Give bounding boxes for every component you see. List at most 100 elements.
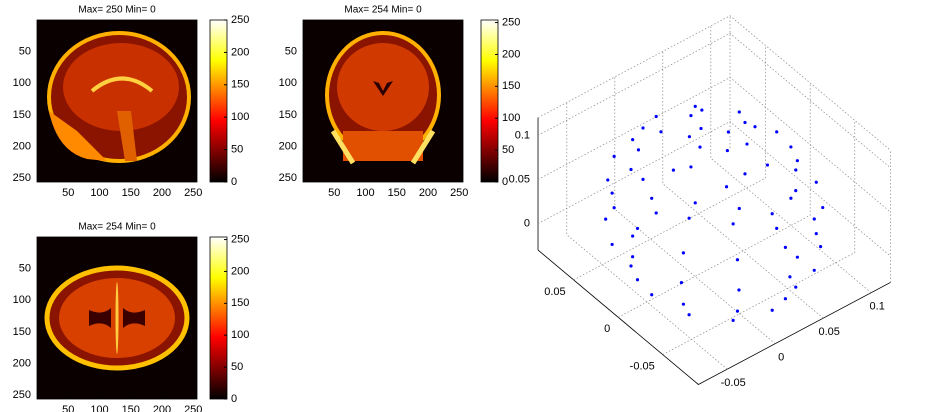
panel-title: Max= 250 Min= 0 <box>78 5 156 16</box>
scatter-point <box>687 216 691 220</box>
x-tick-label: 200 <box>419 187 437 199</box>
colorbar-tick-label: 250 <box>502 16 520 28</box>
y-tick-label: 50 <box>285 46 297 58</box>
x-tick-label: 150 <box>388 187 406 199</box>
scatter-point <box>606 178 610 182</box>
mri-slice <box>47 31 191 163</box>
scatter-point <box>679 281 684 285</box>
mri-slice <box>325 31 441 165</box>
x-tick-label: 250 <box>450 187 468 199</box>
scatter-point <box>743 172 747 176</box>
grid-line <box>537 32 891 169</box>
colorbar-tick-label: 100 <box>231 329 249 341</box>
colorbar-tick-label: 50 <box>502 144 514 156</box>
brainstem <box>117 111 137 161</box>
scatter-point <box>689 113 693 118</box>
scatter-point <box>724 185 729 189</box>
scatter-point <box>681 251 686 255</box>
scatter-point <box>654 211 658 215</box>
scatter-point <box>783 245 787 249</box>
axes-box <box>36 19 198 183</box>
scatter-point <box>812 268 816 272</box>
neck <box>343 131 423 161</box>
scatter-point <box>635 226 640 231</box>
x-tick-label: 50 <box>62 404 74 412</box>
face <box>49 111 107 161</box>
scatter-point <box>765 163 770 167</box>
scatter-point <box>726 130 731 134</box>
y-tick-label: 50 <box>19 46 31 58</box>
ventricles <box>89 308 145 328</box>
ventricles <box>373 81 393 96</box>
y-tick-label: 200 <box>13 140 31 152</box>
colorbar-tick-label: 0 <box>231 176 237 188</box>
y-tick-label: 100 <box>279 77 297 89</box>
colorbar-tick-label: 0 <box>502 176 508 188</box>
scatter-point <box>631 137 635 142</box>
y-tick-label: 100 <box>13 77 31 89</box>
z-tick-label: 0.1 <box>515 129 530 141</box>
x-tick-label: 100 <box>356 187 374 199</box>
x-tick-label: 100 <box>90 404 108 412</box>
x-tick-label: 100 <box>90 187 108 199</box>
colorbar-tick-label: 150 <box>231 297 249 309</box>
axis-edge <box>537 249 891 385</box>
scatter-point <box>698 145 702 149</box>
scatter-point <box>794 168 798 172</box>
scatter-point <box>770 308 774 312</box>
y-tick-label: 150 <box>13 109 31 121</box>
scatter-point <box>631 234 635 238</box>
colorbar-tick-label: 50 <box>231 361 243 373</box>
scatter-point <box>641 126 645 130</box>
scatter-point <box>731 222 735 226</box>
scatter-point <box>650 196 654 200</box>
colorbar <box>209 19 228 183</box>
scatter-point <box>812 217 816 221</box>
scatter-point <box>650 293 654 297</box>
brain <box>337 43 429 131</box>
axes-box <box>302 19 464 183</box>
midline <box>115 282 119 354</box>
scatter-point <box>610 191 614 195</box>
colorbar-tick-label: 250 <box>231 233 249 245</box>
y-tick-label: 250 <box>279 172 297 184</box>
y-tick-label: 150 <box>279 109 297 121</box>
colorbar-tick-label: 150 <box>231 79 249 91</box>
scatter-point <box>612 206 616 210</box>
panel-title: Max= 254 Min= 0 <box>78 222 156 233</box>
scatter-point <box>654 114 658 119</box>
colorbar <box>209 236 228 400</box>
scatter-point <box>814 180 818 184</box>
y-tick-label: 200 <box>13 357 31 369</box>
scatter-point <box>775 226 779 230</box>
scatter-point <box>725 148 729 153</box>
y-tick-label: 0.05 <box>544 286 565 298</box>
colorbar-tick-label: 250 <box>231 14 249 26</box>
x-tick-label: 150 <box>122 404 140 412</box>
y-tick-label: 50 <box>19 263 31 275</box>
colorbar <box>480 19 499 183</box>
scatter-point <box>641 177 645 181</box>
scatter-point <box>775 130 779 134</box>
y-tick-label: 150 <box>13 326 31 338</box>
scatter-point <box>783 297 787 301</box>
brain <box>63 43 179 131</box>
scatter-point <box>612 154 616 158</box>
scatter-point <box>629 264 633 268</box>
scatter-point <box>604 217 608 221</box>
z-tick-label: 0 <box>524 217 530 229</box>
scatter-point <box>821 205 825 210</box>
scatter-point <box>814 231 818 236</box>
scatter-point <box>699 126 703 131</box>
mri-slice <box>44 265 190 371</box>
z-tick-label: 0.05 <box>509 173 530 185</box>
grid-line <box>662 51 824 319</box>
x-tick-label: 0.1 <box>870 301 885 313</box>
x-tick-label: -0.05 <box>721 377 746 389</box>
scatter-point <box>671 168 676 172</box>
scatter-point <box>788 275 792 279</box>
corpus <box>90 76 154 93</box>
scatter-point <box>635 278 640 282</box>
scatter-point <box>795 255 799 259</box>
